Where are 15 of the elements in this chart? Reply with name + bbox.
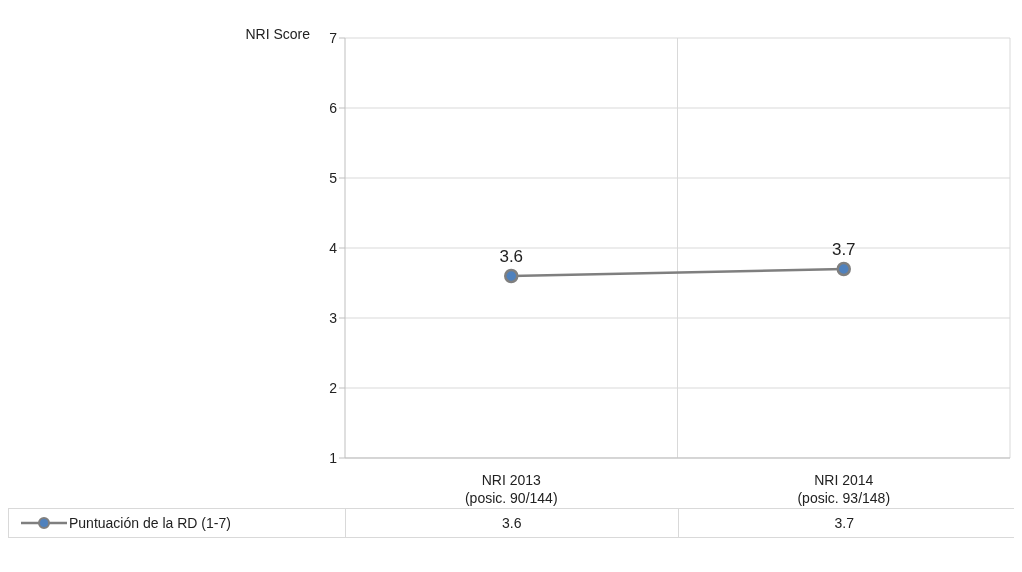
- text: 3.6: [345, 509, 678, 537]
- data-label: 3.7: [831, 240, 856, 259]
- text: 3.7: [677, 509, 1010, 537]
- data-label: 3.6: [499, 247, 524, 266]
- legend-label: Puntuación de la RD (1-7): [69, 515, 231, 531]
- y-tick-label: 1: [329, 449, 338, 466]
- y-tick-label: 2: [329, 379, 338, 396]
- y-tick-label: 3: [329, 309, 338, 326]
- y-tick-label: 6: [329, 99, 338, 116]
- y-tick-label: 7: [329, 29, 338, 46]
- x-tick-label: NRI 2014 (posic. 93/148): [797, 471, 891, 506]
- y-tick-label: 4: [329, 239, 338, 256]
- y-tick-label: 5: [329, 169, 338, 186]
- x-tick-label: NRI 2013 (posic. 90/144): [464, 471, 558, 506]
- y-axis-title: NRI Score: [244, 26, 310, 42]
